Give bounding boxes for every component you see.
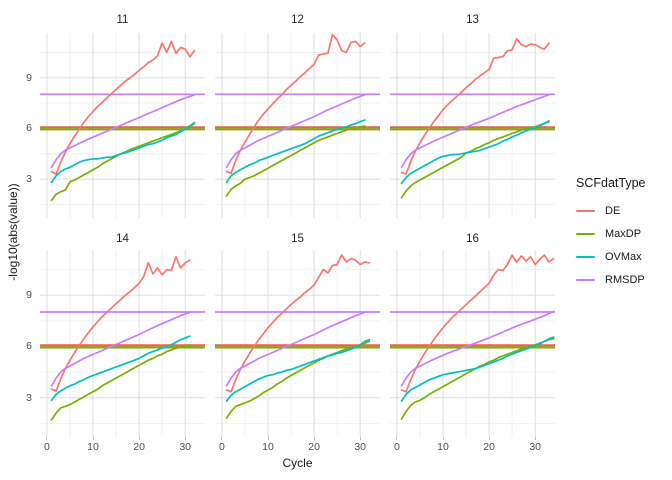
axis-tick-mark (359, 437, 361, 440)
facet-plot (40, 33, 205, 218)
facet-plot (390, 250, 555, 437)
facet-panel-12: 12 (215, 7, 380, 218)
y-tick-label: 9 (26, 71, 32, 84)
x-tick-label: 20 (483, 441, 495, 453)
facet-plot (215, 33, 380, 218)
facet-strip-label: 11 (116, 14, 129, 26)
facet-plot (40, 250, 205, 437)
facet-panel-14: 14 (40, 228, 205, 437)
facet-panel-11: 11 (40, 7, 205, 218)
legend-key-rmsdp-line (576, 278, 595, 281)
x-axis-tick-labels-col3: 0 10 20 30 (390, 437, 555, 455)
facet-plot (215, 250, 380, 437)
facet-panel-13: 13 (390, 7, 555, 218)
x-tick-label: 10 (262, 441, 274, 453)
x-axis-tick-labels-col2: 0 10 20 30 (215, 437, 380, 455)
y-tick-label: 9 (26, 289, 32, 302)
y-tick-label: 3 (26, 391, 32, 404)
facet-panel-16: 16 (390, 228, 555, 437)
facet-strip-label: 15 (291, 233, 304, 245)
y-tick-label: 3 (26, 173, 32, 186)
legend-entry-label: MaxDP (605, 227, 642, 240)
facet-strip-label: 13 (466, 14, 479, 26)
legend-title: SCFdatType (576, 176, 646, 190)
axis-tick-mark (138, 437, 140, 440)
x-tick-label: 10 (87, 441, 99, 453)
y-axis-tick-labels-bottom-row: 3 6 9 (0, 250, 34, 437)
axis-tick-mark (184, 437, 186, 440)
axis-tick-mark (442, 437, 444, 440)
x-tick-label: 30 (529, 441, 542, 453)
legend-entry-label: OVMax (605, 250, 642, 263)
axis-tick-mark (221, 437, 223, 440)
legend-entry-de: DE (576, 199, 672, 222)
y-tick-label: 6 (26, 340, 32, 353)
legend: SCFdatType DE MaxDP OVMax RMSDP (576, 176, 672, 291)
x-tick-label: 0 (393, 441, 400, 453)
axis-tick-mark (488, 437, 490, 440)
axis-tick-mark (46, 437, 48, 440)
facet-plot (390, 33, 555, 218)
axis-tick-mark (92, 437, 94, 440)
axis-tick-mark (396, 437, 398, 440)
facet-panel-15: 15 (215, 228, 380, 437)
axis-tick-mark (313, 437, 315, 440)
x-axis-title: Cycle (282, 456, 313, 470)
axis-tick-mark (267, 437, 269, 440)
legend-entry-maxdp: MaxDP (576, 222, 672, 245)
facet-strip-label: 16 (466, 233, 479, 245)
facet-strip-label: 12 (291, 14, 304, 26)
legend-entry-label: DE (605, 204, 621, 217)
x-axis-tick-labels-col1: 0 10 20 30 (40, 437, 205, 455)
axis-tick-mark (534, 437, 536, 440)
legend-key-ovmax-line (576, 255, 595, 258)
x-tick-label: 0 (43, 441, 50, 453)
y-axis-tick-labels-top-row: 3 6 9 (0, 33, 34, 218)
x-tick-label: 30 (354, 441, 367, 453)
legend-entry-ovmax: OVMax (576, 245, 672, 268)
legend-entry-rmsdp: RMSDP (576, 268, 672, 291)
x-tick-label: 30 (179, 441, 192, 453)
x-tick-label: 0 (218, 441, 225, 453)
x-tick-label: 20 (308, 441, 320, 453)
legend-key-maxdp-line (576, 232, 595, 235)
facet-strip-label: 14 (116, 233, 129, 245)
legend-key-de-line (576, 209, 595, 212)
legend-entry-label: RMSDP (605, 273, 645, 286)
y-tick-label: 6 (26, 122, 32, 135)
x-tick-label: 10 (437, 441, 449, 453)
x-tick-label: 20 (133, 441, 145, 453)
